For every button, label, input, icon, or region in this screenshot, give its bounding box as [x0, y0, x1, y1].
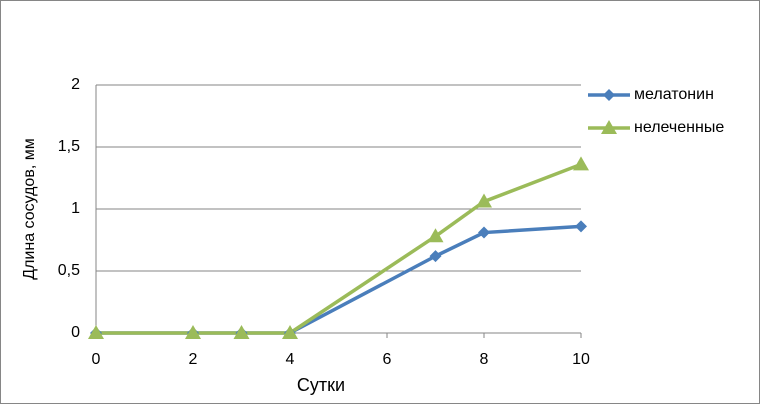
y-tick-label: 1,5: [58, 138, 80, 155]
y-tick-label: 0,5: [58, 262, 80, 279]
y-axis-title: Длина сосудов, мм: [21, 138, 38, 279]
legend-marker: [603, 89, 615, 101]
x-tick-label: 10: [572, 351, 590, 368]
x-tick-label: 4: [286, 351, 295, 368]
legend-marker: [601, 120, 617, 134]
x-tick-label: 6: [383, 351, 392, 368]
legend-label: мелатонин: [634, 86, 714, 103]
legend-label: нелеченные: [634, 119, 724, 136]
data-point: [185, 325, 201, 339]
data-point: [429, 250, 442, 263]
x-tick-label: 2: [189, 351, 198, 368]
data-point: [478, 226, 490, 239]
x-tick-label: 8: [480, 351, 489, 368]
x-axis-title: Сутки: [297, 375, 345, 395]
data-point: [88, 325, 104, 339]
x-tick-label: 0: [92, 351, 101, 368]
data-point: [282, 325, 298, 339]
data-point: [427, 228, 444, 243]
y-tick-label: 1: [71, 200, 80, 217]
data-point: [476, 193, 492, 208]
y-tick-label: 0: [71, 324, 80, 341]
y-tick-label: 2: [71, 76, 80, 93]
data-point: [575, 220, 587, 233]
data-point: [233, 325, 250, 339]
data-point: [573, 156, 589, 171]
